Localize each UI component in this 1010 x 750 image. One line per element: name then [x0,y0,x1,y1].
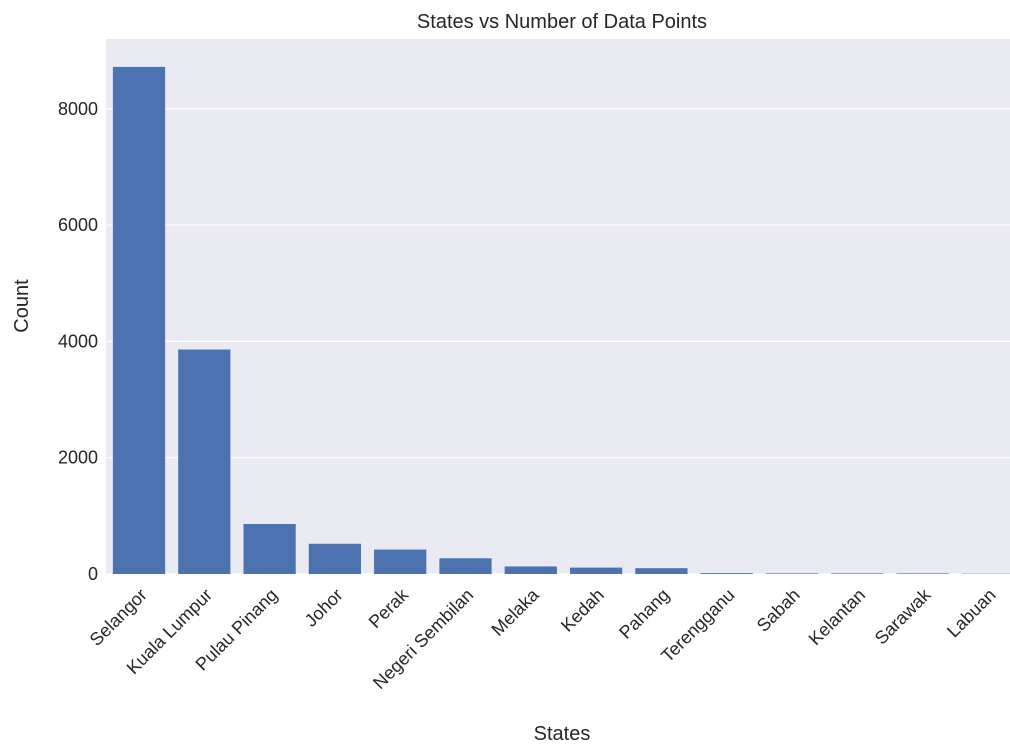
chart-title: States vs Number of Data Points [417,11,707,33]
bar-melaka [505,566,557,574]
bar-kelantan [831,573,883,574]
x-tick-label: Selangor [86,585,151,650]
x-axis-label: States [534,723,591,745]
y-tick-label: 8000 [58,99,98,119]
x-tick-label: Kelantan [805,585,869,649]
x-tick-label: Johor [301,585,347,631]
bar-pulau-pinang [243,524,295,574]
x-tick-label: Kedah [557,585,608,636]
bar-kuala-lumpur [178,350,230,574]
bar-perak [374,550,426,574]
x-tick-label: Sabah [753,585,804,636]
bar-selangor [113,67,165,574]
y-tick-label: 2000 [58,448,98,468]
x-tick-label: Pahang [615,585,673,643]
y-tick-label: 6000 [58,215,98,235]
bar-johor [309,544,361,574]
y-axis-label: Count [11,279,33,333]
bar-kedah [570,568,622,574]
x-tick-label: Melaka [487,584,543,640]
bar-negeri-sembilan [439,558,491,574]
bar-sabah [766,573,818,574]
y-tick-labels: 0 2000 4000 6000 8000 [58,99,98,584]
x-tick-label: Labuan [943,585,1000,642]
plot-area [106,39,1010,574]
bar-pahang [635,568,687,574]
y-tick-label: 0 [88,564,98,584]
x-tick-label: Perak [365,584,413,632]
bar-sarawak [896,573,948,574]
x-tick-label: Sarawak [871,584,935,648]
y-tick-label: 4000 [58,331,98,351]
bar-terengganu [701,573,753,574]
